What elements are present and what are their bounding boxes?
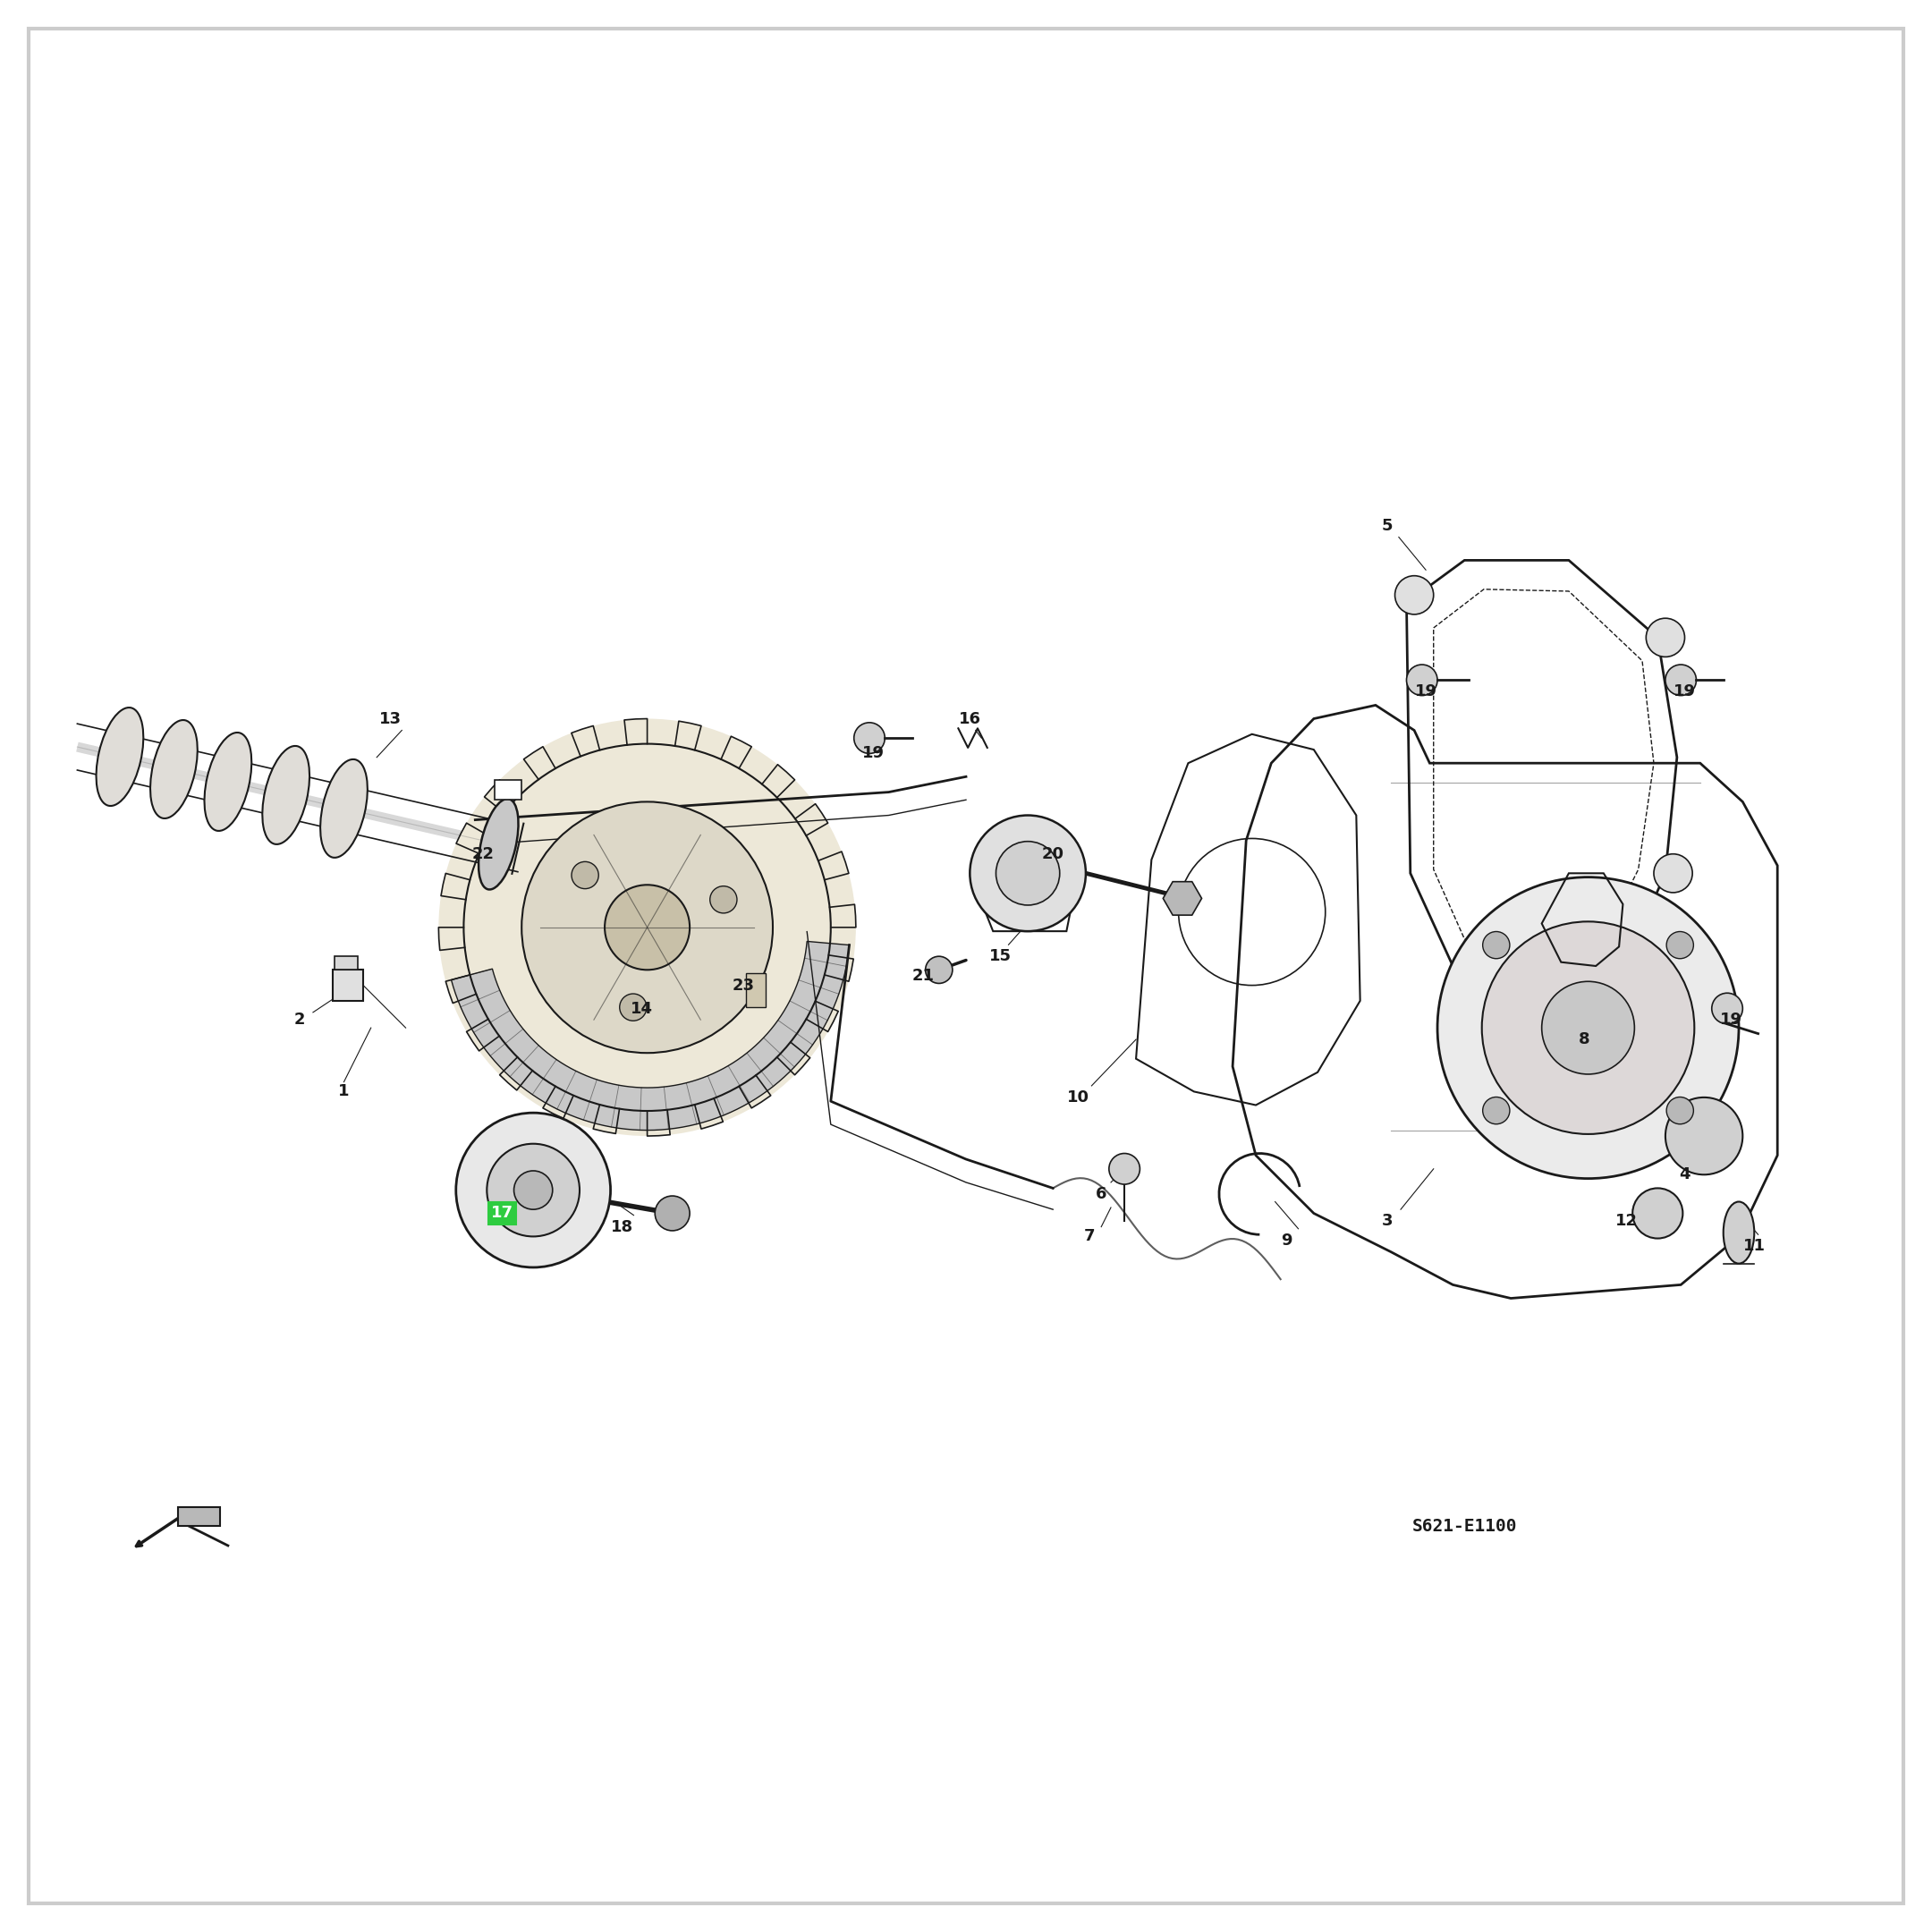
Text: 12: 12	[1615, 1213, 1638, 1229]
Circle shape	[1654, 854, 1692, 893]
Circle shape	[997, 840, 1061, 904]
Ellipse shape	[1723, 1202, 1754, 1264]
Text: 17: 17	[491, 1206, 514, 1221]
Circle shape	[1437, 877, 1739, 1179]
Circle shape	[572, 862, 599, 889]
Ellipse shape	[263, 746, 309, 844]
Circle shape	[925, 956, 952, 983]
Text: 19: 19	[1719, 1012, 1743, 1028]
Ellipse shape	[97, 707, 143, 806]
Circle shape	[970, 815, 1086, 931]
Circle shape	[1633, 1188, 1683, 1238]
Circle shape	[439, 719, 856, 1136]
Ellipse shape	[321, 759, 367, 858]
Circle shape	[709, 887, 736, 914]
Polygon shape	[452, 941, 850, 1130]
Circle shape	[487, 1144, 580, 1236]
Circle shape	[1667, 1097, 1694, 1124]
Text: 21: 21	[912, 968, 935, 983]
Text: 19: 19	[862, 746, 885, 761]
Ellipse shape	[479, 798, 518, 889]
Text: 8: 8	[1578, 1032, 1590, 1047]
Text: 10: 10	[1066, 1090, 1090, 1105]
Circle shape	[1646, 618, 1685, 657]
Ellipse shape	[151, 721, 197, 819]
Polygon shape	[332, 970, 363, 1001]
FancyBboxPatch shape	[495, 781, 522, 800]
Circle shape	[514, 1171, 553, 1209]
Text: 19: 19	[1414, 684, 1437, 699]
Text: S621-E1100: S621-E1100	[1412, 1519, 1517, 1534]
Circle shape	[1482, 931, 1509, 958]
Text: 4: 4	[1679, 1167, 1690, 1182]
Text: 16: 16	[958, 711, 981, 726]
Text: 2: 2	[294, 1012, 305, 1028]
Circle shape	[1665, 1097, 1743, 1175]
Text: 18: 18	[611, 1219, 634, 1235]
FancyBboxPatch shape	[178, 1507, 220, 1526]
Text: 23: 23	[732, 978, 755, 993]
Circle shape	[655, 1196, 690, 1231]
Text: 22: 22	[471, 846, 495, 862]
Circle shape	[522, 802, 773, 1053]
Circle shape	[1482, 1097, 1509, 1124]
Text: 3: 3	[1381, 1213, 1393, 1229]
Circle shape	[1712, 993, 1743, 1024]
Circle shape	[620, 993, 647, 1020]
Circle shape	[1667, 931, 1694, 958]
Text: 6: 6	[1095, 1186, 1107, 1202]
Text: 5: 5	[1381, 518, 1393, 533]
Text: 1: 1	[338, 1084, 350, 1099]
Circle shape	[1542, 981, 1634, 1074]
Text: 14: 14	[630, 1001, 653, 1016]
Text: 15: 15	[989, 949, 1012, 964]
Circle shape	[1665, 665, 1696, 696]
Polygon shape	[334, 956, 357, 970]
Circle shape	[456, 1113, 611, 1267]
Text: 11: 11	[1743, 1238, 1766, 1254]
Text: 20: 20	[1041, 846, 1065, 862]
FancyBboxPatch shape	[746, 972, 765, 1007]
Circle shape	[605, 885, 690, 970]
Ellipse shape	[205, 732, 251, 831]
Circle shape	[1406, 665, 1437, 696]
Text: 7: 7	[1084, 1229, 1095, 1244]
Text: 9: 9	[1281, 1233, 1293, 1248]
Text: 13: 13	[379, 711, 402, 726]
Text: 19: 19	[1673, 684, 1696, 699]
Circle shape	[1109, 1153, 1140, 1184]
Circle shape	[1395, 576, 1434, 614]
Circle shape	[1482, 922, 1694, 1134]
Circle shape	[854, 723, 885, 753]
